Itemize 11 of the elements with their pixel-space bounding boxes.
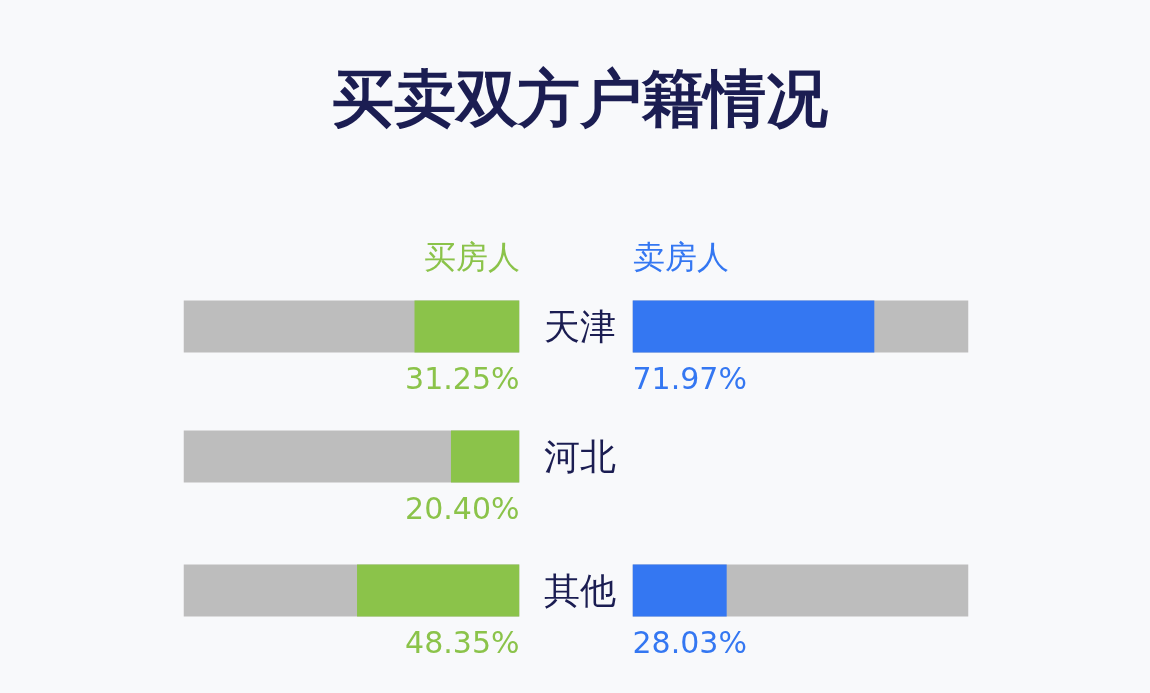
series-label: 买房人 bbox=[423, 237, 520, 276]
data-label: 20.40% bbox=[405, 491, 520, 526]
series-label: 卖房人 bbox=[632, 237, 729, 276]
data-label: 28.03% bbox=[632, 625, 747, 660]
y-tick-label: 天津 bbox=[543, 306, 616, 347]
data-label: 48.35% bbox=[405, 625, 520, 660]
y-tick-label: 河北 bbox=[543, 436, 616, 477]
data-label: 31.25% bbox=[405, 361, 520, 396]
y-tick-label: 其他 bbox=[543, 570, 616, 611]
data-label: 71.97% bbox=[632, 361, 747, 396]
chart-title: 买卖双方户籍情况 bbox=[332, 61, 828, 137]
